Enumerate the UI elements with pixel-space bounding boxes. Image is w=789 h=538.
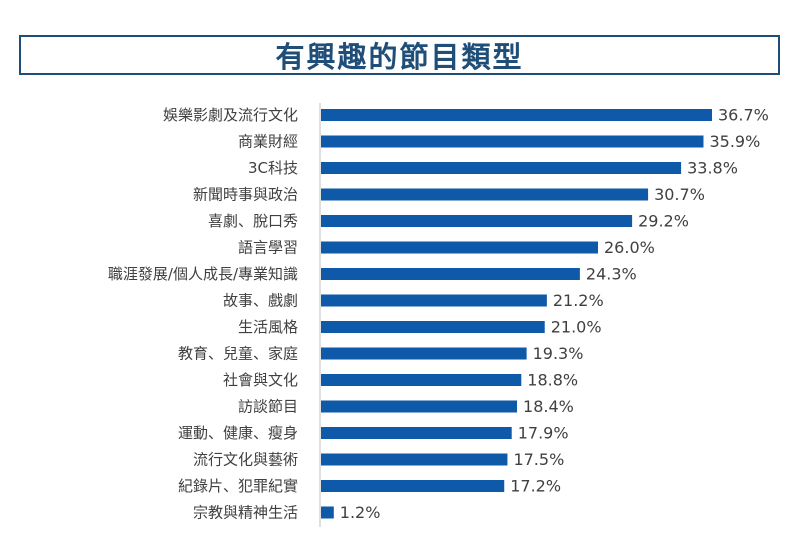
category-label: 職涯發展/個人成長/專業知識 bbox=[108, 265, 298, 283]
value-label: 17.5% bbox=[513, 450, 564, 469]
bar bbox=[321, 321, 545, 333]
value-label: 19.3% bbox=[533, 344, 584, 363]
category-label: 紀錄片、犯罪紀實 bbox=[178, 477, 298, 495]
category-label: 3C科技 bbox=[248, 159, 298, 177]
value-label: 36.7% bbox=[718, 106, 769, 125]
bar bbox=[321, 135, 704, 148]
value-label: 29.2% bbox=[638, 212, 689, 231]
bar bbox=[321, 188, 649, 201]
category-label: 生活風格 bbox=[238, 318, 298, 336]
category-label: 喜劇、脫口秀 bbox=[208, 212, 298, 230]
bar bbox=[321, 109, 712, 121]
category-label: 運動、健康、瘦身 bbox=[178, 424, 298, 442]
value-label: 18.4% bbox=[523, 397, 574, 416]
value-label: 17.2% bbox=[510, 477, 561, 496]
bar bbox=[321, 347, 527, 360]
bar bbox=[321, 162, 682, 174]
category-label: 流行文化與藝術 bbox=[193, 451, 298, 469]
bar bbox=[321, 453, 508, 466]
bar bbox=[321, 294, 547, 307]
category-label: 商業財經 bbox=[238, 133, 298, 151]
category-label: 訪談節目 bbox=[238, 398, 298, 416]
category-label: 新聞時事與政治 bbox=[193, 186, 298, 204]
value-label: 21.0% bbox=[551, 318, 602, 337]
value-label: 1.2% bbox=[340, 503, 381, 522]
chart-title: 有興趣的節目類型 bbox=[275, 40, 524, 74]
value-label: 17.9% bbox=[518, 424, 569, 443]
value-label: 24.3% bbox=[586, 265, 637, 284]
category-label: 宗教與精神生活 bbox=[193, 504, 298, 522]
category-label: 娛樂影劇及流行文化 bbox=[163, 106, 298, 124]
bar bbox=[321, 268, 580, 280]
value-label: 33.8% bbox=[687, 159, 738, 178]
bar bbox=[321, 374, 522, 386]
bar bbox=[321, 506, 334, 519]
bar bbox=[321, 241, 599, 254]
value-label: 26.0% bbox=[604, 238, 655, 257]
bar bbox=[321, 400, 518, 413]
bar bbox=[321, 480, 505, 492]
value-label: 35.9% bbox=[709, 132, 760, 151]
bar bbox=[321, 215, 633, 227]
value-label: 21.2% bbox=[553, 291, 604, 310]
category-label: 社會與文化 bbox=[223, 371, 298, 389]
bar bbox=[321, 427, 512, 439]
category-label: 教育、兒童、家庭 bbox=[178, 345, 298, 363]
category-label: 語言學習 bbox=[238, 239, 298, 257]
value-label: 18.8% bbox=[527, 371, 578, 390]
category-label: 故事、戲劇 bbox=[223, 292, 298, 310]
chart-title-box: 有興趣的節目類型 bbox=[19, 35, 780, 75]
value-label: 30.7% bbox=[654, 185, 705, 204]
